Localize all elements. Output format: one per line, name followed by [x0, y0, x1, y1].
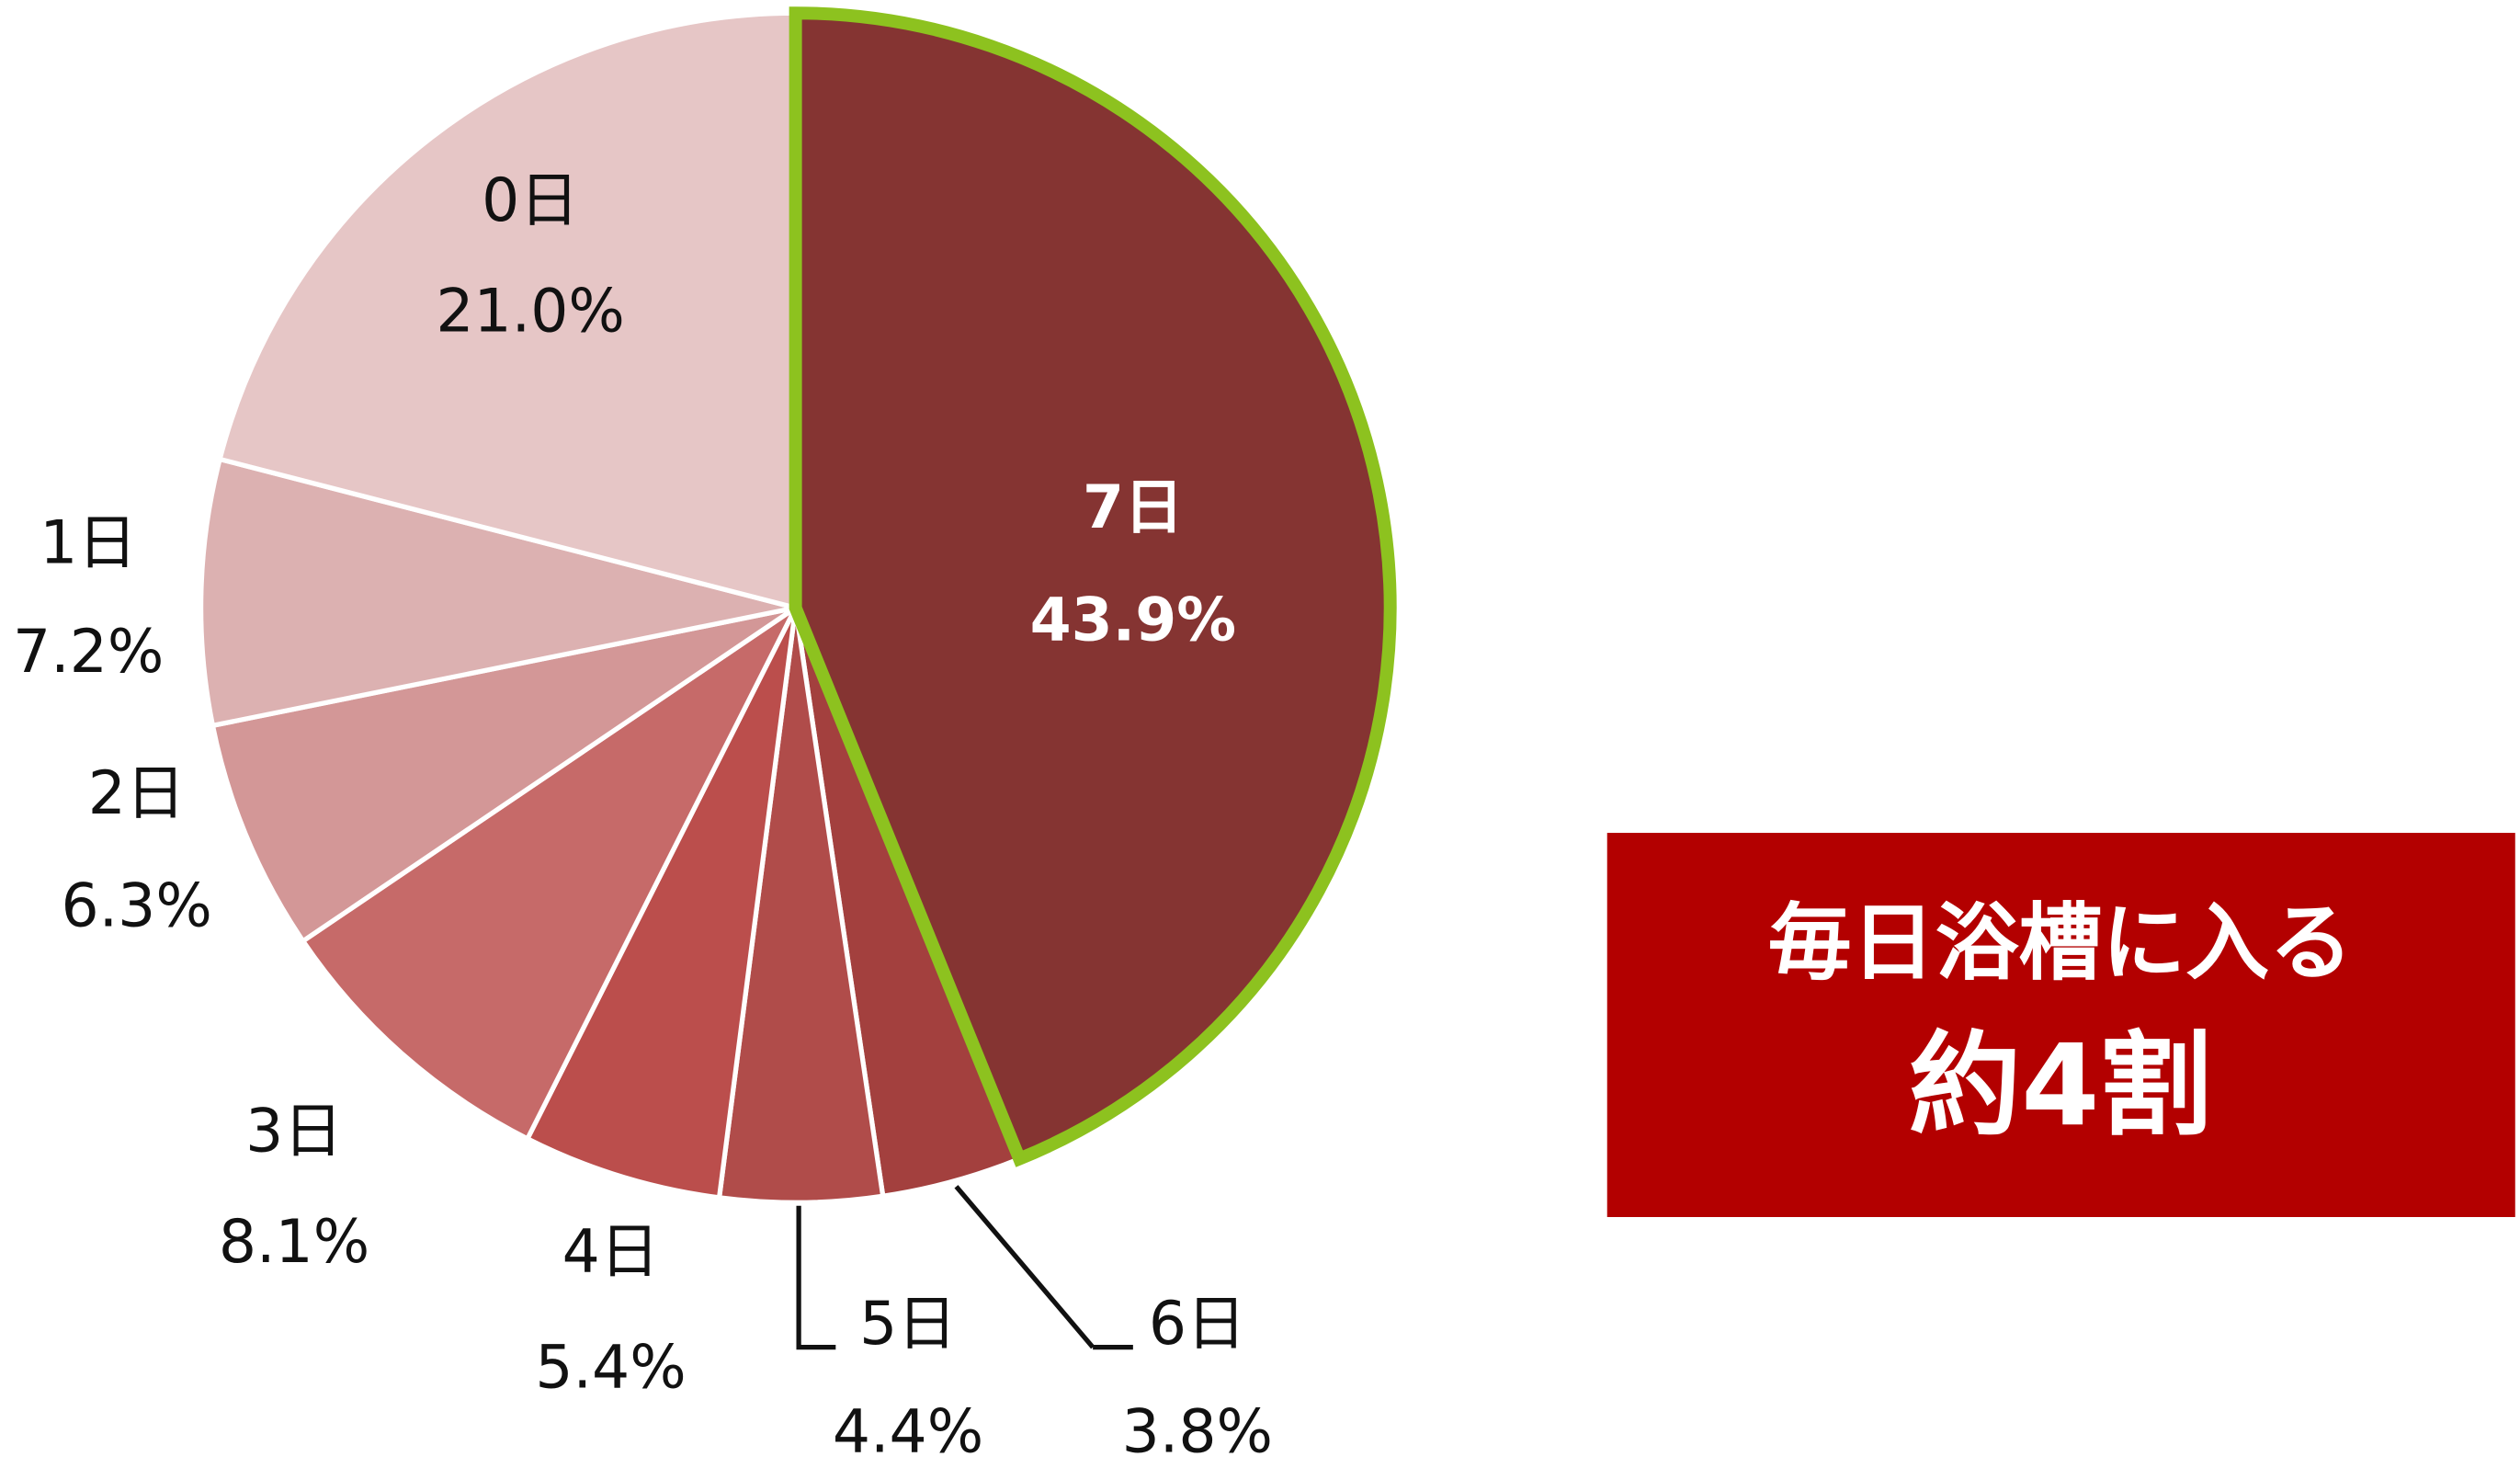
category-label: 0日 [482, 166, 579, 235]
pie-slice [210, 605, 798, 945]
callout-text: 約4割 [1909, 1019, 2212, 1151]
pie-slice [198, 456, 797, 729]
leader-line [954, 1185, 1095, 1349]
value-label: 43.9% [1030, 586, 1236, 654]
value-label: 3.8% [1122, 1397, 1273, 1466]
category-label: 1日 [40, 508, 137, 577]
category-label: 6日 [1149, 1290, 1246, 1359]
category-label: 2日 [88, 759, 186, 828]
category-label: 3日 [245, 1097, 343, 1166]
value-label: 6.3% [61, 872, 211, 941]
category-label: 5日 [859, 1290, 957, 1359]
callout-text: 毎日浴槽に入る [1768, 895, 2353, 992]
category-label: 7日 [1083, 473, 1184, 542]
callout-box [1606, 833, 2515, 1217]
pie-slice [524, 607, 799, 1201]
highlight-outline [789, 6, 1397, 1167]
value-label: 8.1% [219, 1208, 369, 1277]
pie-slice [216, 10, 799, 611]
value-label: 5.4% [535, 1333, 686, 1402]
pie-slice [716, 607, 886, 1205]
category-label: 4日 [562, 1218, 660, 1287]
leader-line [796, 1205, 836, 1350]
value-label: 21.0% [436, 278, 625, 347]
value-label: 4.4% [833, 1397, 983, 1466]
pie-slice [300, 600, 802, 1143]
value-label: 7.2% [13, 618, 164, 687]
